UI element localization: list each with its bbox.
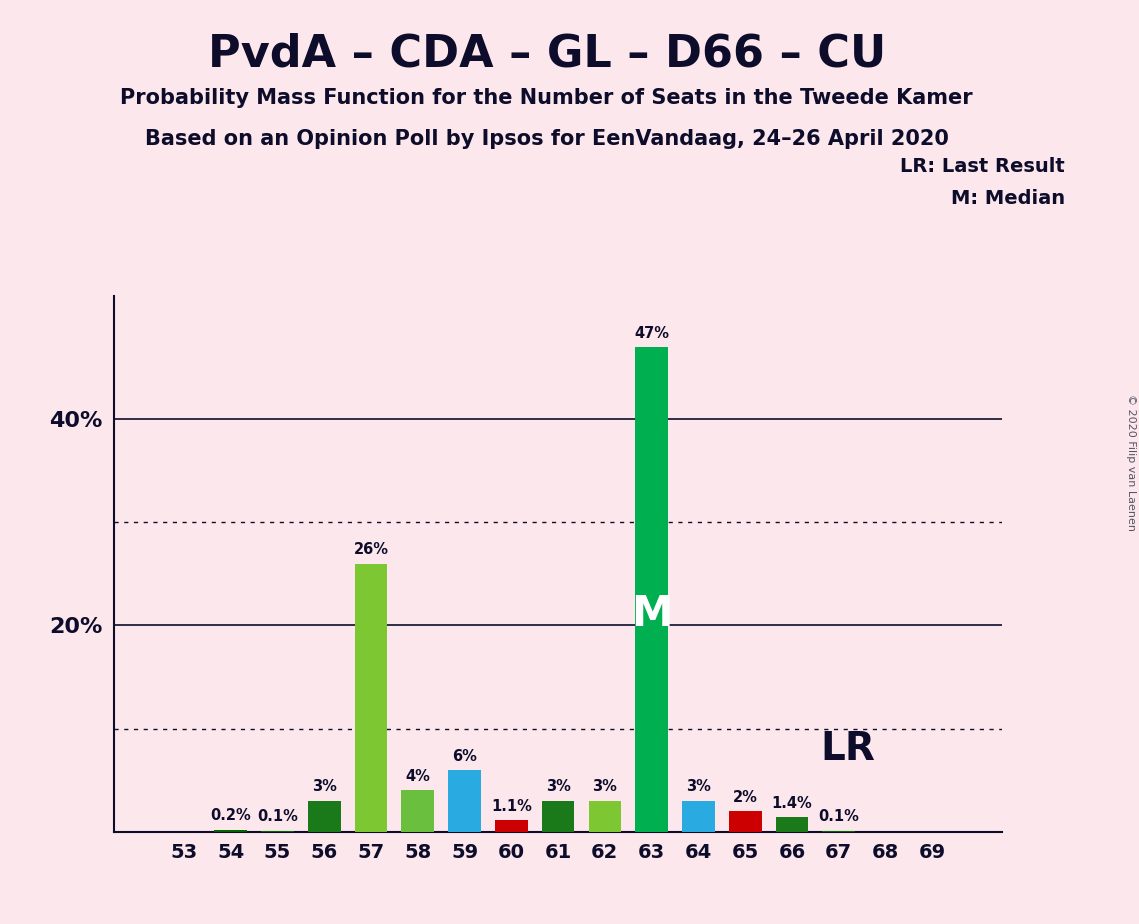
- Bar: [354, 564, 387, 832]
- Bar: [401, 790, 434, 832]
- Bar: [589, 801, 621, 832]
- Text: 26%: 26%: [353, 542, 388, 557]
- Bar: [729, 811, 762, 832]
- Bar: [822, 831, 855, 832]
- Text: 3%: 3%: [546, 780, 571, 795]
- Text: Based on an Opinion Poll by Ipsos for EenVandaag, 24–26 April 2020: Based on an Opinion Poll by Ipsos for Ee…: [145, 129, 949, 150]
- Text: PvdA – CDA – GL – D66 – CU: PvdA – CDA – GL – D66 – CU: [207, 32, 886, 76]
- Text: © 2020 Filip van Laenen: © 2020 Filip van Laenen: [1126, 394, 1136, 530]
- Bar: [542, 801, 574, 832]
- Bar: [682, 801, 715, 832]
- Bar: [449, 770, 481, 832]
- Bar: [636, 347, 667, 832]
- Text: 1.1%: 1.1%: [491, 799, 532, 814]
- Text: 6%: 6%: [452, 748, 477, 763]
- Text: LR: Last Result: LR: Last Result: [900, 157, 1065, 176]
- Text: 3%: 3%: [592, 780, 617, 795]
- Bar: [776, 817, 809, 832]
- Bar: [495, 821, 527, 832]
- Bar: [261, 831, 294, 832]
- Text: 3%: 3%: [686, 780, 711, 795]
- Bar: [308, 801, 341, 832]
- Text: 2%: 2%: [732, 790, 757, 805]
- Text: LR: LR: [820, 730, 876, 768]
- Bar: [214, 830, 247, 832]
- Text: 0.1%: 0.1%: [257, 809, 298, 824]
- Text: 1.4%: 1.4%: [771, 796, 812, 811]
- Text: Probability Mass Function for the Number of Seats in the Tweede Kamer: Probability Mass Function for the Number…: [121, 88, 973, 108]
- Text: 4%: 4%: [405, 769, 431, 784]
- Text: 47%: 47%: [634, 326, 669, 341]
- Text: 0.2%: 0.2%: [211, 808, 252, 823]
- Text: M: Median: M: Median: [951, 189, 1065, 209]
- Text: 0.1%: 0.1%: [818, 809, 859, 824]
- Text: M: M: [631, 592, 672, 635]
- Text: 3%: 3%: [312, 780, 337, 795]
